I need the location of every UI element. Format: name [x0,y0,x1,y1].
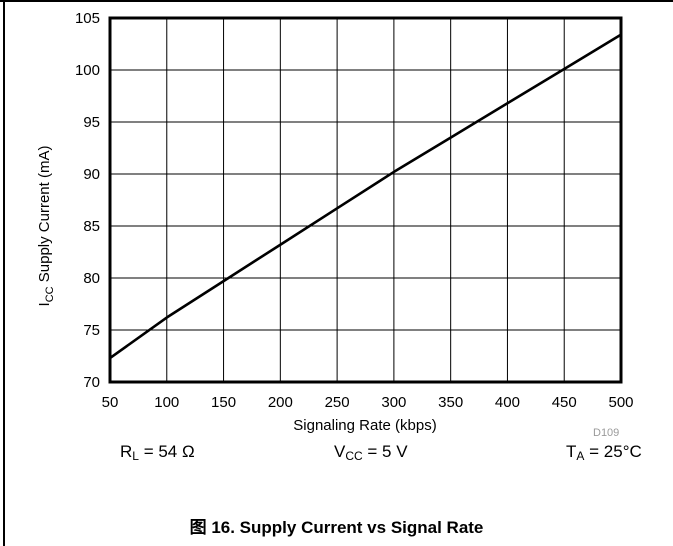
x-axis-label: Signaling Rate (kbps) [293,417,436,434]
y-tick-label-105: 105 [75,10,100,27]
x-tick-label-100: 100 [154,394,179,411]
y-tick-label-90: 90 [83,166,100,183]
rl-main: R [120,442,133,461]
x-tick-label-250: 250 [325,394,350,411]
x-tick-label-350: 350 [438,394,463,411]
x-tick-label-400: 400 [495,394,520,411]
x-tick-label-200: 200 [268,394,293,411]
y-tick-label-80: 80 [83,270,100,287]
x-tick-label-300: 300 [381,394,406,411]
y-tick-label-85: 85 [83,218,100,235]
series-line-0 [109,33,622,360]
x-tick-labels: 50 100 150 200 250 300 350 400 450 500 [102,394,634,411]
x-tick-label-50: 50 [102,394,119,411]
y-axis-label-main: I [36,302,53,306]
y-tick-label-100: 100 [75,62,100,79]
condition-ambient-temperature: TA = 25°C [566,442,642,463]
figure-caption: 图 16. Supply Current vs Signal Rate [189,518,484,537]
series-group [109,33,622,360]
y-tick-label-70: 70 [83,374,100,391]
y-axis-label-rest: Supply Current (mA) [36,146,53,287]
y-tick-label-75: 75 [83,322,100,339]
x-tick-label-150: 150 [211,394,236,411]
vcc-main: V [334,442,346,461]
x-tick-label-500: 500 [608,394,633,411]
y-axis-label: ICC Supply Current (mA) [36,146,56,307]
rl-sub: L [132,449,139,463]
ta-sub: A [576,449,585,463]
ta-value: = 25°C [584,442,642,461]
vcc-sub: CC [345,449,363,463]
y-tick-labels: 70 75 80 85 90 95 100 105 [75,10,100,391]
grid [109,17,622,383]
plot-border [108,16,623,384]
rl-value: = 54 Ω [138,442,195,461]
condition-load-resistance: RL = 54 Ω [120,442,195,463]
frame-left-rule [3,0,5,546]
figure-code: D109 [593,427,620,439]
ta-main: T [566,442,577,461]
plot-frame [108,16,623,384]
condition-supply-voltage: VCC = 5 V [334,442,408,463]
x-tick-label-450: 450 [552,394,577,411]
frame-top-rule [0,0,673,2]
y-axis-label-sub: CC [44,286,56,302]
y-tick-label-95: 95 [83,114,100,131]
vcc-value: = 5 V [362,442,408,461]
